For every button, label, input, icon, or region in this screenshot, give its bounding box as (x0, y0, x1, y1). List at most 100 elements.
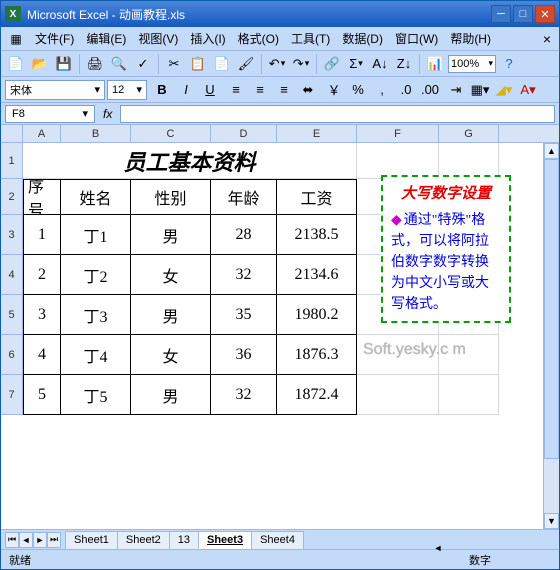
sheet-tab-Sheet2[interactable]: Sheet2 (117, 531, 170, 549)
col-header-G[interactable]: G (439, 125, 499, 142)
borders-icon[interactable]: ▦▾ (469, 79, 491, 101)
indent-icon[interactable]: ⇥ (445, 79, 467, 101)
sheet-tab-13[interactable]: 13 (169, 531, 199, 549)
cell-A7[interactable]: 5 (23, 375, 61, 415)
cell-B5[interactable]: 丁3 (61, 295, 131, 335)
cell-E4[interactable]: 2134.6 (277, 255, 357, 295)
tab-last-icon[interactable]: ⏭ (47, 532, 61, 548)
cell-A6[interactable]: 4 (23, 335, 61, 375)
sort-desc-icon[interactable]: Z↓ (393, 53, 415, 75)
cell-F7[interactable] (357, 375, 439, 415)
menu-insert[interactable]: 插入(I) (184, 28, 231, 49)
hyperlink-icon[interactable]: 🔗 (321, 53, 343, 75)
scroll-down-icon[interactable]: ▼ (544, 513, 559, 529)
align-center-icon[interactable]: ≡ (249, 79, 271, 101)
close-button[interactable]: ✕ (535, 5, 555, 23)
cell-G1[interactable] (439, 143, 499, 179)
cell-C5[interactable]: 男 (131, 295, 211, 335)
cell-D2[interactable]: 年龄 (211, 179, 277, 215)
col-header-B[interactable]: B (61, 125, 131, 142)
open-icon[interactable]: 📂 (29, 53, 51, 75)
cell-C6[interactable]: 女 (131, 335, 211, 375)
titlebar[interactable]: X Microsoft Excel - 动画教程.xls ─ □ ✕ (1, 1, 559, 27)
font-size-box[interactable]: 12▾ (107, 80, 147, 100)
cell-B7[interactable]: 丁5 (61, 375, 131, 415)
tab-prev-icon[interactable]: ◄ (19, 532, 33, 548)
sheet-tab-Sheet4[interactable]: Sheet4 (251, 531, 304, 549)
title-cell[interactable]: 员工基本资料 (23, 143, 357, 179)
cell-E5[interactable]: 1980.2 (277, 295, 357, 335)
currency-icon[interactable]: ￥ (323, 79, 345, 101)
sheet-tab-Sheet3[interactable]: Sheet3 (198, 531, 252, 549)
merge-icon[interactable]: ⬌ (297, 79, 319, 101)
cell-C7[interactable]: 男 (131, 375, 211, 415)
row-header-1[interactable]: 1 (1, 143, 23, 179)
cell-A3[interactable]: 1 (23, 215, 61, 255)
cell-A2[interactable]: 序号 (23, 179, 61, 215)
tab-first-icon[interactable]: ⏮ (5, 532, 19, 548)
row-header-2[interactable]: 2 (1, 179, 23, 215)
menu-format[interactable]: 格式(O) (232, 28, 285, 49)
format-painter-icon[interactable]: 🖌 (235, 53, 257, 75)
menu-help[interactable]: 帮助(H) (444, 28, 497, 49)
copy-icon[interactable]: 📋 (187, 53, 209, 75)
zoom-box[interactable]: 100%▾ (448, 55, 496, 73)
cell-E7[interactable]: 1872.4 (277, 375, 357, 415)
undo-icon[interactable]: ↶▾ (266, 53, 288, 75)
cell-D3[interactable]: 28 (211, 215, 277, 255)
sort-asc-icon[interactable]: A↓ (369, 53, 391, 75)
app-menu-icon[interactable]: ▦ (7, 30, 25, 48)
align-right-icon[interactable]: ≡ (273, 79, 295, 101)
cell-B3[interactable]: 丁1 (61, 215, 131, 255)
fill-color-icon[interactable]: ◢▾ (493, 79, 515, 101)
select-all-corner[interactable] (1, 125, 23, 142)
cell-A4[interactable]: 2 (23, 255, 61, 295)
save-icon[interactable]: 💾 (53, 53, 75, 75)
align-left-icon[interactable]: ≡ (225, 79, 247, 101)
print-icon[interactable]: 🖨 (84, 53, 106, 75)
chart-icon[interactable]: 📊 (424, 53, 446, 75)
cell-E6[interactable]: 1876.3 (277, 335, 357, 375)
cell-E3[interactable]: 2138.5 (277, 215, 357, 255)
menu-view[interactable]: 视图(V) (132, 28, 184, 49)
vertical-scrollbar[interactable]: ▲ ▼ (543, 143, 559, 529)
new-icon[interactable]: 📄 (5, 53, 27, 75)
row-header-5[interactable]: 5 (1, 295, 23, 335)
font-color-icon[interactable]: A▾ (517, 79, 539, 101)
cell-B2[interactable]: 姓名 (61, 179, 131, 215)
scroll-thumb[interactable] (544, 159, 559, 459)
name-box[interactable]: F8▾ (5, 105, 95, 123)
menu-edit[interactable]: 编辑(E) (80, 28, 132, 49)
sheet-tab-Sheet1[interactable]: Sheet1 (65, 531, 118, 549)
increase-decimal-icon[interactable]: .0 (395, 79, 417, 101)
cell-F1[interactable] (357, 143, 439, 179)
maximize-button[interactable]: □ (513, 5, 533, 23)
menu-data[interactable]: 数据(D) (336, 28, 389, 49)
help-icon[interactable]: ? (498, 53, 520, 75)
redo-icon[interactable]: ↷▾ (290, 53, 312, 75)
row-header-3[interactable]: 3 (1, 215, 23, 255)
fx-icon[interactable]: fx (103, 107, 112, 121)
cell-D4[interactable]: 32 (211, 255, 277, 295)
minimize-button[interactable]: ─ (491, 5, 511, 23)
cell-C3[interactable]: 男 (131, 215, 211, 255)
cell-B6[interactable]: 丁4 (61, 335, 131, 375)
tab-next-icon[interactable]: ► (33, 532, 47, 548)
italic-button[interactable]: I (175, 79, 197, 101)
cell-C2[interactable]: 性别 (131, 179, 211, 215)
underline-button[interactable]: U (199, 79, 221, 101)
comma-icon[interactable]: , (371, 79, 393, 101)
cell-D7[interactable]: 32 (211, 375, 277, 415)
cell-D5[interactable]: 35 (211, 295, 277, 335)
col-header-D[interactable]: D (211, 125, 277, 142)
decrease-decimal-icon[interactable]: .00 (419, 79, 441, 101)
menu-tools[interactable]: 工具(T) (285, 28, 336, 49)
cell-C4[interactable]: 女 (131, 255, 211, 295)
preview-icon[interactable]: 🔍 (108, 53, 130, 75)
cell-A5[interactable]: 3 (23, 295, 61, 335)
mdi-close-button[interactable]: × (537, 31, 557, 47)
col-header-C[interactable]: C (131, 125, 211, 142)
cut-icon[interactable]: ✂ (163, 53, 185, 75)
row-header-6[interactable]: 6 (1, 335, 23, 375)
row-header-4[interactable]: 4 (1, 255, 23, 295)
